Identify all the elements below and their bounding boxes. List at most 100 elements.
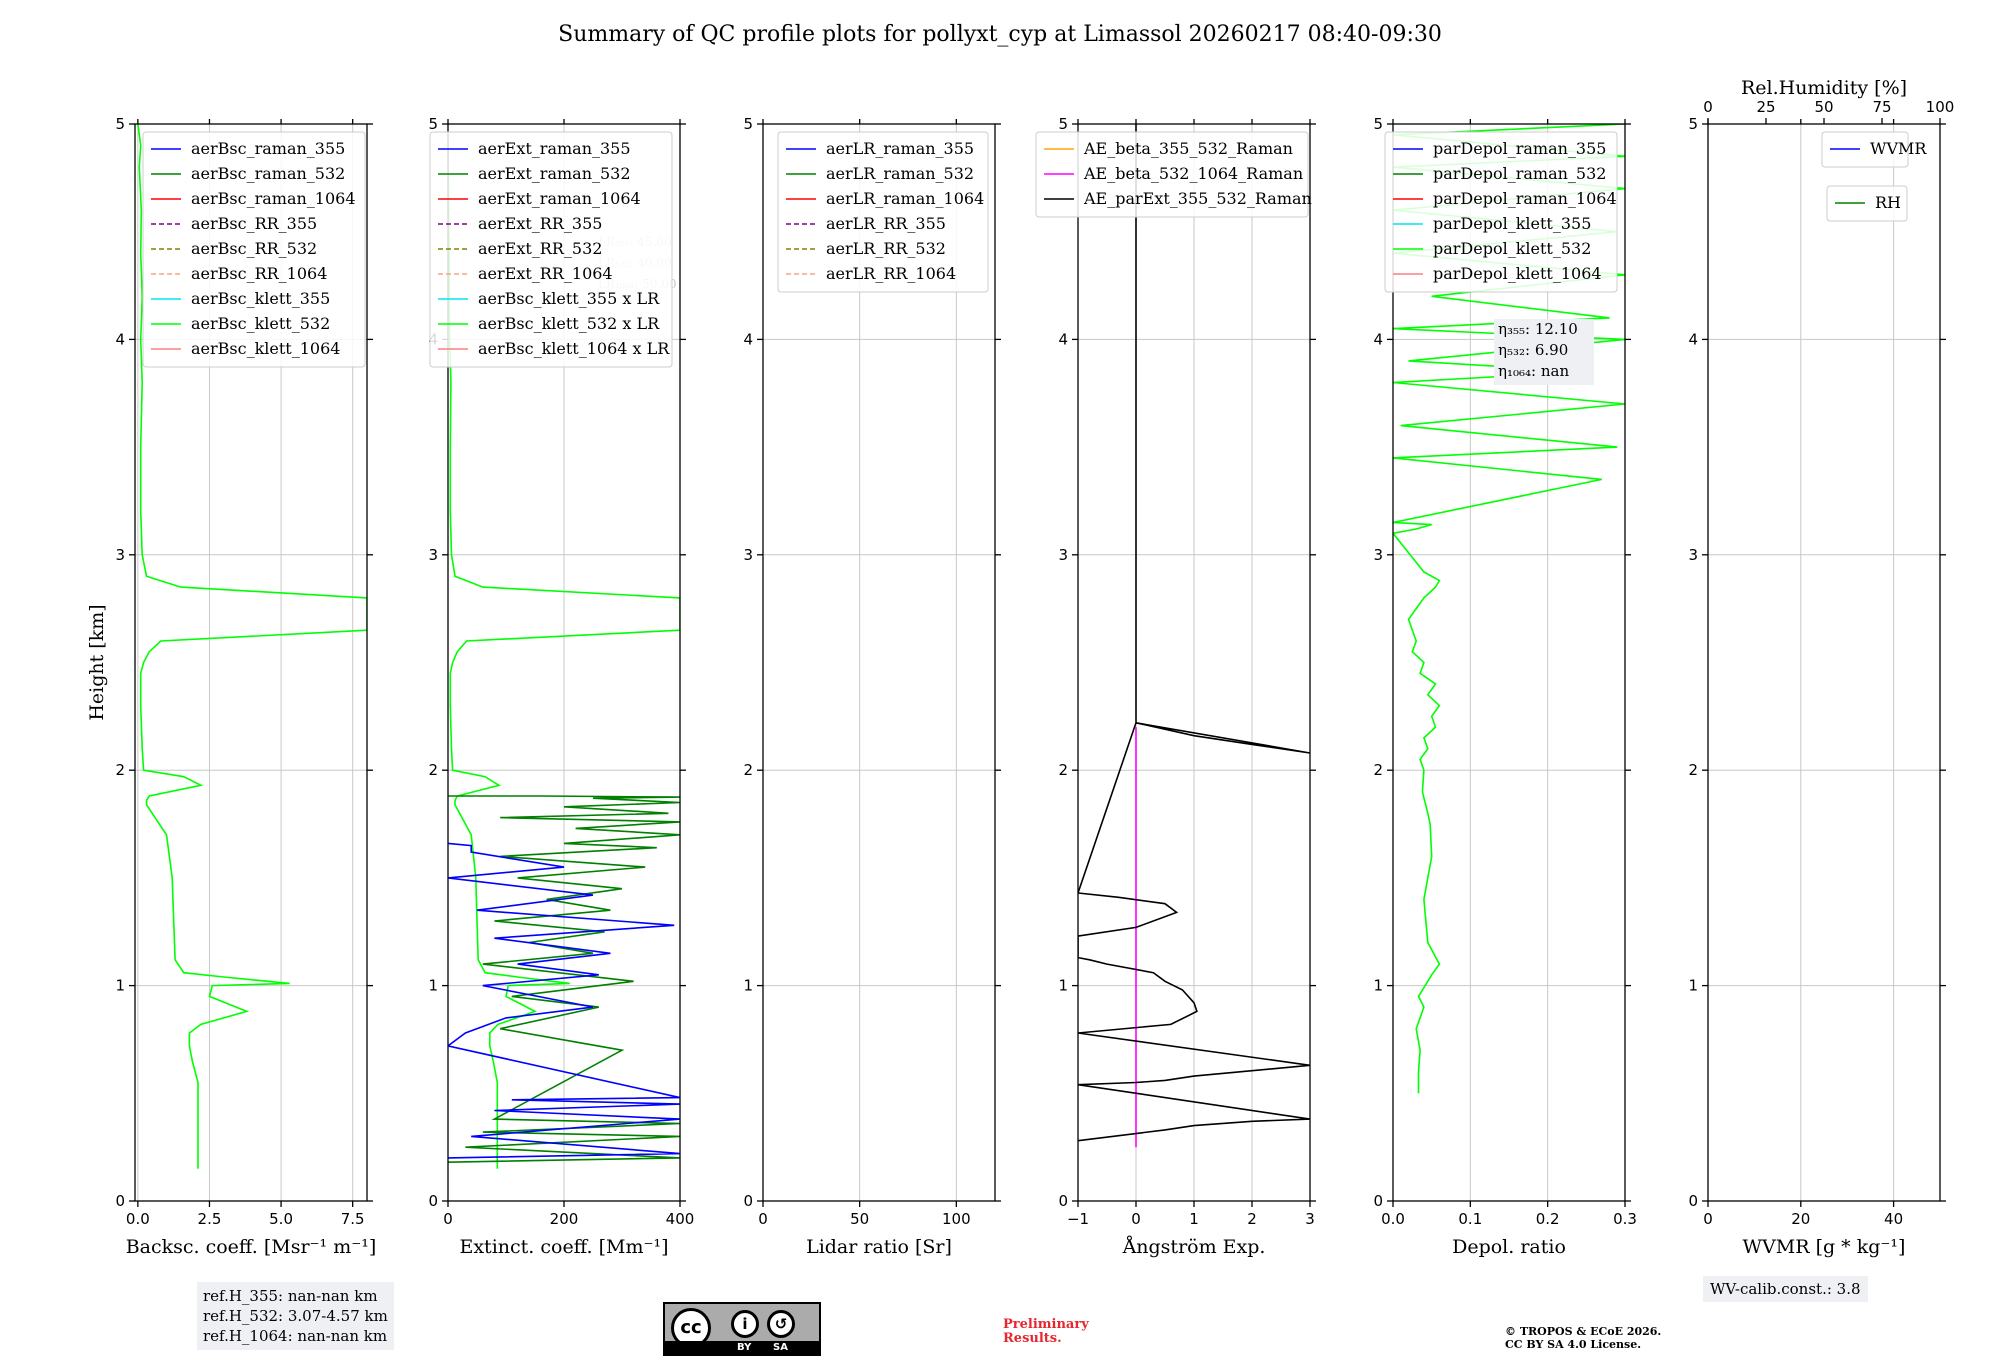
- y-tick-label: 5: [1058, 115, 1068, 133]
- series-aerExt_raman_355: [448, 842, 680, 1159]
- ref-height-1064: ref.H_1064: nan-nan km: [203, 1327, 388, 1345]
- panel-bsc: 0.0 2.5 5.0 7.5 0 1 2 3 4 5 Backsc. coeff. [Msr⁻¹ …: [86, 115, 376, 1258]
- legend-label: aerExt_RR_1064: [478, 264, 613, 283]
- x2-axis-label: Rel.Humidity [%]: [1741, 77, 1907, 99]
- y-tick-label: 1: [743, 977, 753, 995]
- legend-label: aerBsc_raman_532: [191, 164, 345, 183]
- legend-label: aerLR_raman_532: [826, 164, 974, 183]
- legend-label: aerExt_RR_355: [478, 214, 602, 233]
- legend-label: parDepol_raman_1064: [1433, 189, 1617, 208]
- eta-annotation: η₃₅₅: 12.10: [1498, 320, 1578, 338]
- legend-label: AE_parExt_355_532_Raman: [1083, 189, 1312, 208]
- figure-title: Summary of QC profile plots for pollyxt_…: [558, 22, 1442, 47]
- series-aerBsc_klett_532: [137, 124, 367, 1169]
- x-tick-label: 0.3: [1613, 1210, 1637, 1228]
- y-tick-label: 1: [1688, 977, 1698, 995]
- eta-annotation: η₅₃₂: 6.90: [1498, 341, 1568, 359]
- eta-annotation-box: [1494, 319, 1594, 385]
- share-alike-icon: ↺: [767, 1310, 795, 1338]
- y-tick-label: 3: [1058, 546, 1068, 564]
- legend-label: RH: [1875, 193, 1901, 212]
- y-tick-label: 3: [428, 546, 438, 564]
- x-tick-label: 0: [1703, 1210, 1713, 1228]
- x-tick-label: 5.0: [269, 1210, 293, 1228]
- y-tick-label: 2: [743, 761, 753, 779]
- legend: [777, 131, 989, 293]
- legend-label: aerExt_RR_532: [478, 239, 602, 258]
- y-tick-label: 2: [428, 761, 438, 779]
- x-tick-label: 20: [1791, 1210, 1810, 1228]
- legend-label: aerBsc_klett_1064: [191, 339, 340, 358]
- legend-label: aerLR_raman_1064: [826, 189, 984, 208]
- y-tick-label: 4: [743, 330, 753, 348]
- x2-tick-label: 75: [1872, 98, 1891, 116]
- axes-frame: [1707, 123, 1941, 1202]
- y-tick-label: 0: [1688, 1192, 1698, 1210]
- panel-wv: 0 20 40 0 1 2 3 4 5 WVMR [g * kg⁻¹] 0 25 50 75 100 Rel.…: [1688, 77, 1954, 1258]
- axes-frame: [134, 123, 368, 1202]
- x-tick-label: 0.2: [1536, 1210, 1560, 1228]
- legend: [1035, 131, 1309, 218]
- y-tick-label: 4: [1058, 330, 1068, 348]
- copyright-line-1: © TROPOS & ECoE 2026.: [1505, 1325, 1662, 1338]
- y-tick-label: 4: [115, 330, 125, 348]
- x2-tick-label: 0: [1703, 98, 1713, 116]
- x-axis-label: Ångström Exp.: [1122, 1236, 1266, 1258]
- x-axis-label: Lidar ratio [Sr]: [806, 1236, 952, 1258]
- x-tick-label: 50: [850, 1210, 869, 1228]
- y-tick-label: 0: [743, 1192, 753, 1210]
- x-axis-label: Depol. ratio: [1452, 1236, 1566, 1258]
- reference-height-box: ref.H_355: nan-nan km ref.H_532: 3.07-4.…: [197, 1282, 394, 1350]
- legend-label: aerLR_raman_355: [826, 139, 974, 158]
- legend-label: aerBsc_RR_532: [191, 239, 317, 258]
- x-tick-label: 0: [758, 1210, 768, 1228]
- wvmr-legend: [1821, 131, 1909, 168]
- y-tick-label: 2: [115, 761, 125, 779]
- series-parDepol_klett_532: [1393, 124, 1625, 1094]
- y-tick-label: 3: [743, 546, 753, 564]
- x-tick-label: 100: [942, 1210, 971, 1228]
- legend-label: aerLR_RR_1064: [826, 264, 956, 283]
- x2-tick-label: 25: [1756, 98, 1775, 116]
- x2-tick-label: 100: [1926, 98, 1955, 116]
- y-tick-label: 1: [1373, 977, 1383, 995]
- series-aerBsc_klett_532 x LR: [448, 134, 680, 1169]
- x-tick-label: 7.5: [341, 1210, 365, 1228]
- license-sa-label: SA: [773, 1342, 788, 1353]
- y-tick-label: 1: [115, 977, 125, 995]
- y-tick-label: 5: [743, 115, 753, 133]
- y-tick-label: 5: [1688, 115, 1698, 133]
- x-tick-label: 1: [1189, 1210, 1199, 1228]
- y-tick-label: 3: [1373, 546, 1383, 564]
- legend-label: aerLR_RR_532: [826, 239, 946, 258]
- legend-label: aerBsc_klett_355: [191, 289, 330, 308]
- license-band: [665, 1341, 819, 1354]
- y-tick-label: 4: [1373, 330, 1383, 348]
- legend-label: aerBsc_raman_1064: [191, 189, 356, 208]
- rh-legend: [1826, 185, 1908, 222]
- y-tick-label: 0: [1373, 1192, 1383, 1210]
- copyright-line-2: CC BY SA 4.0 License.: [1505, 1338, 1642, 1351]
- copyright-note: © TROPOS & ECoE 2026. CC BY SA 4.0 Licen…: [1505, 1325, 1661, 1351]
- y-tick-label: 3: [1688, 546, 1698, 564]
- panel-lr: 0 50 100 0 1 2 3 4 5 Lidar ratio [Sr] aerLR_raman_…: [743, 115, 1001, 1258]
- x-axis-label: WVMR [g * kg⁻¹]: [1743, 1236, 1906, 1258]
- y-tick-label: 5: [428, 115, 438, 133]
- preliminary-line-2: Results.: [1003, 1331, 1062, 1346]
- x-tick-label: 0.1: [1458, 1210, 1482, 1228]
- y-tick-label: 5: [115, 115, 125, 133]
- y-tick-label: 2: [1058, 761, 1068, 779]
- series-AE_parExt_355_532_Raman: [1078, 124, 1310, 1142]
- legend-label: aerExt_raman_355: [478, 139, 631, 158]
- legend-label: aerBsc_klett_355 x LR: [478, 289, 660, 308]
- x-tick-label: 200: [550, 1210, 579, 1228]
- wv-calibration-box: WV-calib.const.: 3.8: [1703, 1276, 1868, 1302]
- license-by-label: BY: [737, 1342, 752, 1353]
- legend-label: aerBsc_klett_1064 x LR: [478, 339, 670, 358]
- legend-label: AE_beta_355_532_Raman: [1083, 139, 1293, 158]
- y-tick-label: 5: [1373, 115, 1383, 133]
- y-tick-label: 4: [1688, 330, 1698, 348]
- legend-label: parDepol_klett_1064: [1433, 264, 1602, 283]
- legend-label: aerExt_raman_1064: [478, 189, 641, 208]
